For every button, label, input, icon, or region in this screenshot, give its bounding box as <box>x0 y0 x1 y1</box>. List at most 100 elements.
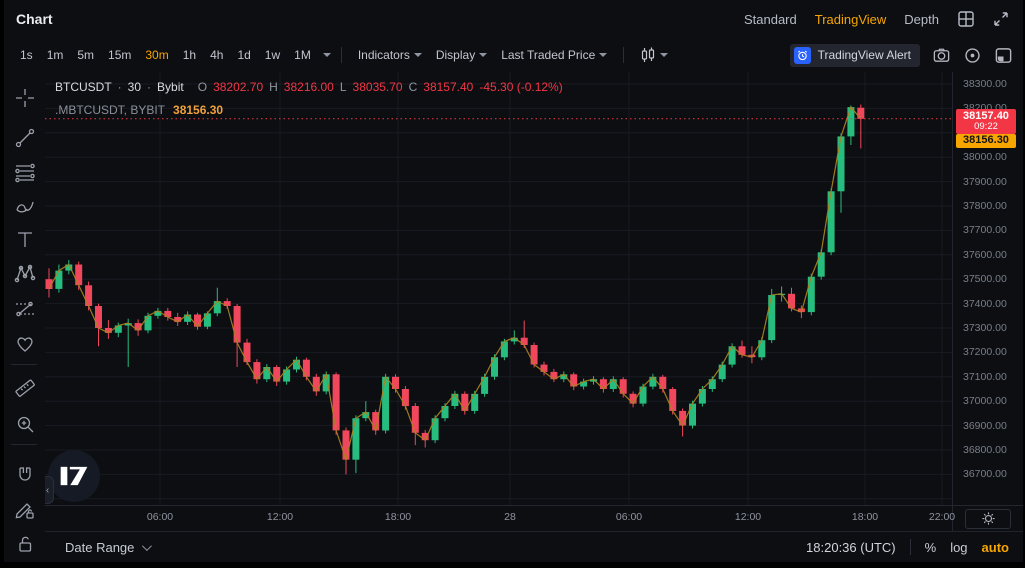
chevron-down-icon <box>142 540 153 551</box>
timeframe-30m[interactable]: 30m <box>145 48 169 62</box>
measure-tool[interactable] <box>10 372 40 400</box>
lock-all-tool[interactable] <box>10 530 40 558</box>
chevron-down-icon <box>660 53 669 57</box>
price-axis[interactable]: 38300.0038200.0038100.0038000.0037900.00… <box>952 72 1023 505</box>
close-value: 38157.40 <box>423 80 474 94</box>
timeframe-1m[interactable]: 1m <box>46 48 64 62</box>
grid-layout-icon[interactable] <box>957 10 975 28</box>
last-price-tag: 38157.40 09:22 <box>956 109 1016 134</box>
price-axis-label: 37200.00 <box>963 346 1007 358</box>
legend-separator: · <box>147 80 152 94</box>
price-axis-label: 37700.00 <box>963 224 1007 236</box>
log-scale-button[interactable]: log <box>950 539 968 555</box>
price-axis-label: 38000.00 <box>963 151 1007 163</box>
legend-symbol: BTCUSDT <box>55 80 112 94</box>
timeframe-1w[interactable]: 1w <box>264 48 281 62</box>
timeframe-1M[interactable]: 1M <box>294 48 311 62</box>
toolbar-divider <box>623 47 625 63</box>
panel-layout-icon[interactable] <box>994 46 1013 65</box>
price-scale-corner <box>952 505 1023 531</box>
price-source-menu[interactable]: Last Traded Price <box>495 45 613 65</box>
brush-tool[interactable] <box>10 192 40 220</box>
overlay-legend[interactable]: .MBTCUSDT, BYBIT 38156.30 <box>55 103 223 117</box>
alarm-clock-icon <box>793 46 811 64</box>
high-label: H <box>269 80 278 94</box>
display-label: Display <box>435 48 476 62</box>
time-axis[interactable]: 06:00 12:00 18:00 28 06:00 12:00 18:00 22:00 <box>45 505 955 531</box>
timeframe-1d[interactable]: 1d <box>237 48 251 62</box>
open-label: O <box>197 80 208 94</box>
chart-toolbar: 1s 1m 5m 15m 30m 1h 4h 1d 1w 1M Indicato… <box>4 38 1023 72</box>
candlestick-chart[interactable] <box>45 72 952 505</box>
text-tool[interactable] <box>10 226 40 254</box>
price-axis-label: 37000.00 <box>963 395 1007 407</box>
zoom-in-tool[interactable] <box>10 410 40 438</box>
time-axis-label: 06:00 <box>146 511 174 523</box>
tab-standard[interactable]: Standard <box>743 11 797 27</box>
time-axis-label: 12:00 <box>266 511 294 523</box>
bottom-bar: Date Range 18:20:36 (UTC) % log auto <box>45 531 1023 562</box>
price-axis-label: 37400.00 <box>963 298 1007 310</box>
emoji-tool[interactable] <box>10 330 40 358</box>
toolbar-divider <box>11 364 37 365</box>
price-axis-label: 37300.00 <box>963 322 1007 334</box>
alert-button-label: TradingView Alert <box>817 48 911 62</box>
crosshair-tool[interactable] <box>10 84 40 112</box>
price-axis-label: 36700.00 <box>963 468 1007 480</box>
timeframe-4h[interactable]: 4h <box>210 48 224 62</box>
chart-style-menu[interactable] <box>634 44 674 66</box>
tradingview-alert-button[interactable]: TradingView Alert <box>789 43 920 67</box>
candlestick-style-icon <box>642 47 655 62</box>
timeframe-15m[interactable]: 15m <box>108 48 132 62</box>
legend-interval: 30 <box>127 80 142 94</box>
legend-exchange: Bybit <box>157 80 184 94</box>
open-value: 38202.70 <box>213 80 264 94</box>
change-value: -45.30 (-0.12%) <box>479 80 563 94</box>
projection-tool[interactable] <box>10 295 40 323</box>
indicators-menu[interactable]: Indicators <box>352 45 428 65</box>
last-price-value: 38157.40 <box>963 110 1009 122</box>
price-axis-label: 36800.00 <box>963 444 1007 456</box>
hotkey-target-icon[interactable] <box>963 46 982 65</box>
price-scale-settings-button[interactable] <box>965 508 1011 529</box>
drawing-lock-tool[interactable] <box>10 496 40 524</box>
trend-line-tool[interactable] <box>10 124 40 152</box>
overlay-value: 38156.30 <box>173 103 224 117</box>
drawing-toolbar <box>4 72 45 562</box>
display-menu[interactable]: Display <box>430 45 493 65</box>
page-title: Chart <box>16 11 53 27</box>
price-axis-label: 37600.00 <box>963 249 1007 261</box>
overlay-symbol: .MBTCUSDT, BYBIT <box>55 103 166 117</box>
close-label: C <box>408 80 418 94</box>
price-axis-label: 37100.00 <box>963 371 1007 383</box>
clock-utc[interactable]: 18:20:36 (UTC) <box>806 539 896 555</box>
tab-depth[interactable]: Depth <box>904 11 939 27</box>
time-axis-label: 06:00 <box>615 511 643 523</box>
chevron-down-icon[interactable] <box>322 53 331 57</box>
auto-scale-button[interactable]: auto <box>981 539 1009 555</box>
price-axis-label: 38300.00 <box>963 78 1007 90</box>
fib-retracement-tool[interactable] <box>10 158 40 186</box>
symbol-legend[interactable]: BTCUSDT · 30 · Bybit O 38202.70 H 38216.00… <box>55 80 563 94</box>
timeframe-5m[interactable]: 5m <box>77 48 95 62</box>
timeframe-1s[interactable]: 1s <box>20 48 33 62</box>
fullscreen-icon[interactable] <box>993 11 1009 27</box>
tradingview-watermark <box>48 450 100 502</box>
timeframe-1h[interactable]: 1h <box>182 48 197 62</box>
date-range-menu[interactable]: Date Range <box>65 539 153 555</box>
chart-pane[interactable]: BTCUSDT · 30 · Bybit O 38202.70 H 38216.00… <box>45 72 952 505</box>
percent-scale-button[interactable]: % <box>924 539 937 555</box>
xabcd-pattern-tool[interactable] <box>10 260 40 288</box>
chevron-down-icon <box>599 53 608 57</box>
price-axis-label: 37800.00 <box>963 200 1007 212</box>
bar-countdown: 09:22 <box>974 121 998 132</box>
date-range-label: Date Range <box>65 539 135 555</box>
magnet-tool[interactable] <box>10 462 40 490</box>
toolbar-divider <box>11 444 37 445</box>
price-source-label: Last Traded Price <box>501 48 596 62</box>
collapse-toolbar-handle[interactable]: ‹ <box>45 476 54 504</box>
toolbar-divider <box>340 47 342 63</box>
time-axis-label: 28 <box>504 511 516 523</box>
camera-snapshot-icon[interactable] <box>932 46 951 65</box>
tab-tradingview[interactable]: TradingView <box>814 11 887 27</box>
